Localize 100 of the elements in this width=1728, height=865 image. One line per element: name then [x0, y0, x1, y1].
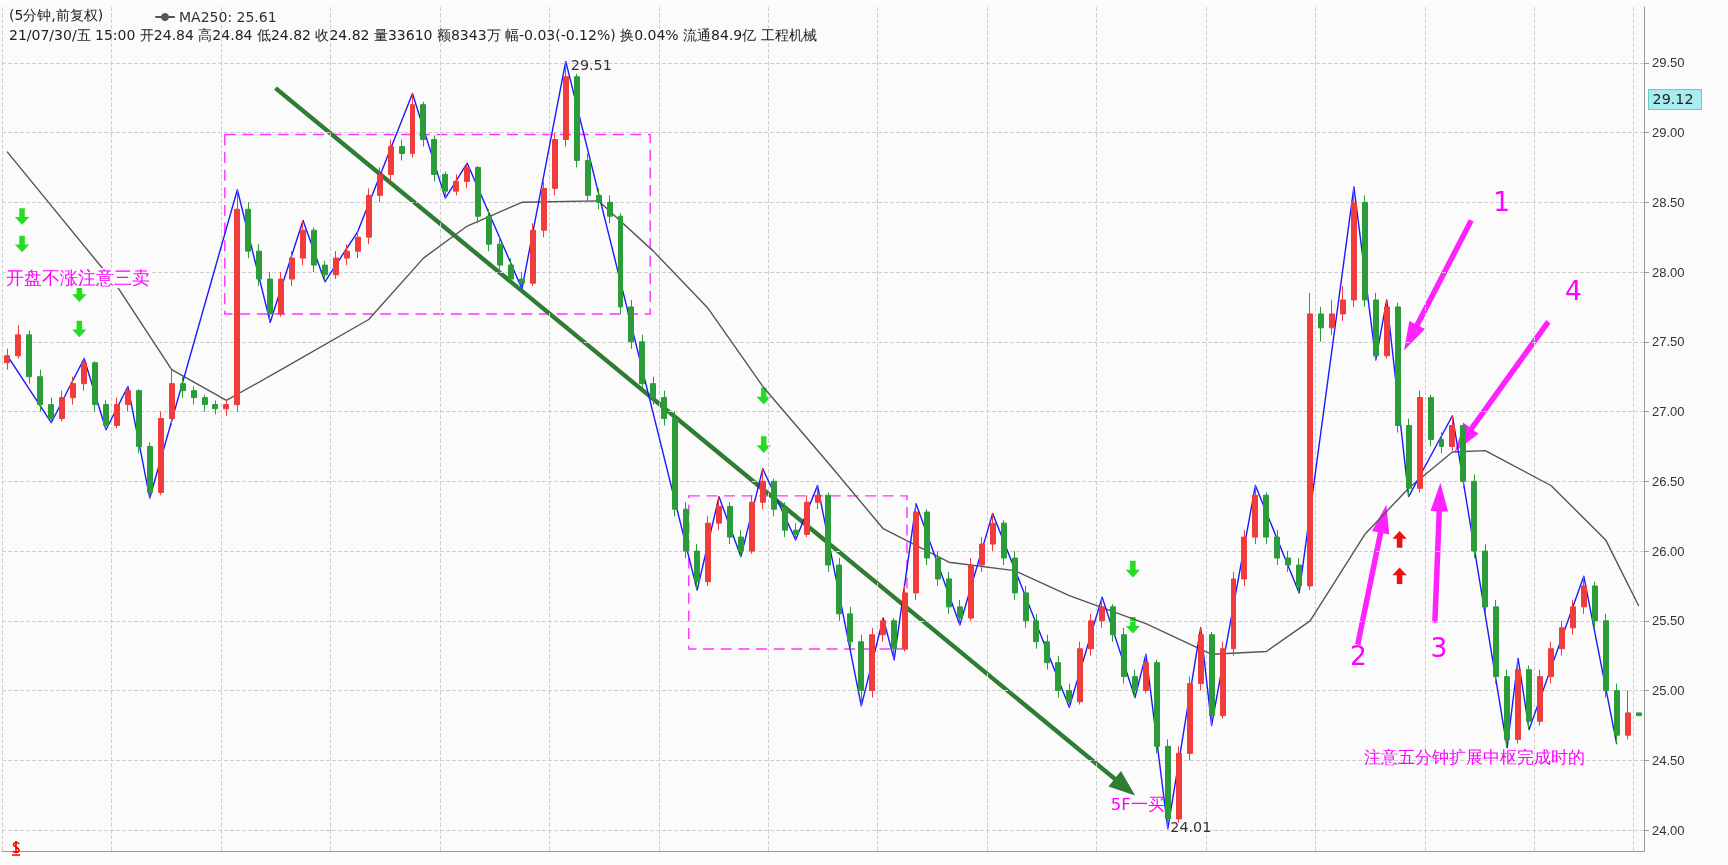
- candlestick: [1351, 186, 1357, 308]
- y-tick-label: 28.50: [1652, 194, 1685, 210]
- candlestick: [202, 394, 208, 413]
- candlestick: [1165, 738, 1171, 830]
- candlestick: [158, 411, 164, 496]
- candlestick: [1044, 634, 1050, 671]
- annotation: 1: [1493, 186, 1511, 218]
- candlestick: [902, 585, 908, 653]
- candlestick: [1318, 306, 1324, 343]
- candlestick: [705, 515, 711, 587]
- candlestick: [212, 399, 218, 415]
- candlestick: [26, 330, 32, 385]
- candlestick: [1592, 581, 1598, 629]
- candlestick: [749, 494, 755, 555]
- candlestick: [1460, 422, 1466, 489]
- candlestick: [793, 522, 799, 541]
- candlestick: [180, 376, 186, 399]
- candlestick: [1285, 550, 1291, 573]
- candlestick: [191, 385, 197, 406]
- candlestick: [366, 187, 372, 245]
- y-tick-label: 28.00: [1652, 264, 1685, 280]
- candlestick: [1603, 613, 1609, 699]
- candlestick: [1088, 613, 1094, 657]
- candlestick: [661, 390, 667, 427]
- candlestick: [628, 299, 634, 350]
- candlestick: [267, 271, 273, 323]
- y-tick-label: 29.50: [1652, 55, 1685, 71]
- candlestick: [1099, 596, 1105, 629]
- legend-label: MA250: 25.61: [179, 9, 277, 25]
- candlestick: [1526, 664, 1532, 731]
- candlestick: [650, 376, 656, 406]
- annotation: 开盘不涨注意三卖: [5, 267, 150, 288]
- candlestick: [1406, 418, 1412, 498]
- candlestick: [81, 358, 87, 392]
- annotation: 3: [1430, 631, 1448, 663]
- candlestick: [103, 399, 109, 431]
- text: 29.12: [1647, 89, 1703, 110]
- candlestick: [399, 139, 405, 161]
- candlestick: [1241, 529, 1247, 587]
- candlestick: [825, 491, 831, 573]
- candlestick: [1220, 641, 1226, 719]
- candlestick: [1329, 299, 1335, 336]
- candlestick: [618, 212, 623, 315]
- annotation: 24.01: [1170, 818, 1212, 836]
- annotation: 5F一买: [1110, 794, 1165, 815]
- y-tick-label: 27.00: [1652, 404, 1685, 420]
- y-tick-label: 26.00: [1652, 543, 1685, 559]
- candlestick: [464, 162, 470, 189]
- candlestick: [1077, 641, 1083, 706]
- candlestick: [1625, 690, 1631, 740]
- candlestick: [420, 101, 426, 147]
- candlestick: [760, 468, 766, 510]
- candlestick: [475, 165, 481, 224]
- candlestick: [530, 222, 536, 287]
- candlestick: [574, 73, 580, 168]
- text: 21/07/30/五 15:00 开24.84 高24.84 低24.82 收24.82 量33610 额8343万 幅-0.03(-0.12%) 换0.04% 流通84.9亿 工程机械: [9, 27, 817, 43]
- y-tick-label: 24.50: [1652, 752, 1685, 768]
- candlestick: [683, 501, 689, 559]
- candlestick: [924, 508, 930, 566]
- candlestick: [410, 92, 415, 159]
- annotation: 29.51: [570, 57, 612, 74]
- candlestick: [453, 173, 459, 196]
- candlestick: [1307, 292, 1313, 591]
- candlestick: [15, 324, 21, 360]
- candlestick: [1559, 620, 1565, 657]
- candlestick: [70, 376, 76, 406]
- candlestick: [388, 139, 394, 182]
- chart-title: (5分钟,前复权): [9, 7, 104, 23]
- candlestick: [858, 634, 864, 707]
- candlestick: [880, 617, 886, 643]
- candlestick: [377, 166, 383, 203]
- candlestick: [1154, 659, 1160, 754]
- candlestick: [442, 171, 448, 199]
- candlestick: [1471, 473, 1477, 559]
- candlestick: [1340, 285, 1346, 322]
- candlestick: [245, 201, 251, 259]
- candlestick: [869, 627, 875, 699]
- candlestick: [639, 334, 645, 392]
- candlestick: [289, 250, 295, 287]
- candlestick: [847, 606, 853, 650]
- candlestick: [59, 390, 65, 422]
- candlestick: [738, 529, 744, 558]
- candlestick: [804, 494, 810, 538]
- candlestick: [541, 180, 547, 238]
- candlestick: [1187, 676, 1193, 761]
- candlestick: [256, 243, 262, 287]
- candlestick: [1023, 585, 1029, 629]
- candlestick: [1176, 745, 1182, 824]
- y-tick-label: 27.50: [1652, 334, 1685, 350]
- candlestick: [782, 501, 788, 538]
- candlestick: [935, 550, 941, 587]
- candlestick: [1482, 543, 1488, 615]
- candlestick: [311, 226, 317, 273]
- candlestick: [1252, 485, 1258, 545]
- candlestick: [1395, 302, 1401, 433]
- candlestick: [1001, 519, 1007, 566]
- candlestick: [815, 485, 821, 510]
- candlestick: [1373, 292, 1379, 361]
- candlestick: [716, 496, 722, 531]
- candlestick: [836, 557, 842, 622]
